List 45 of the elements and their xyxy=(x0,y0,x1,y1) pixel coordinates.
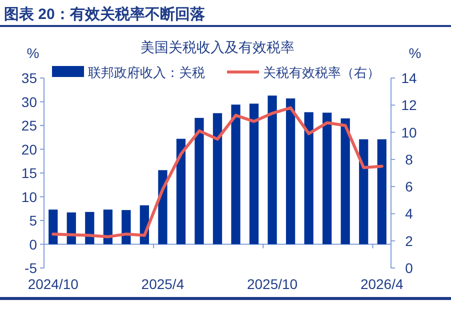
bar xyxy=(66,212,76,244)
y2-tick-label: 14 xyxy=(401,70,417,86)
bar xyxy=(268,96,277,244)
y2-axis-title: % xyxy=(408,45,422,61)
bar xyxy=(377,139,386,244)
bar xyxy=(322,112,332,244)
y-tick-label: 10 xyxy=(21,188,38,205)
bar xyxy=(212,113,222,244)
y2-tick-label: 0 xyxy=(405,260,414,276)
bar xyxy=(176,138,186,244)
bar xyxy=(340,118,350,244)
y-tick-label: 20 xyxy=(21,141,38,158)
bar xyxy=(48,210,58,244)
chart-subtitle: 美国关税收入及有效税率 xyxy=(140,39,294,55)
bar xyxy=(103,210,112,244)
x-tick-label: 2026/4 xyxy=(360,276,404,292)
legend-label: 联邦政府收入：关税 xyxy=(88,65,205,80)
y2-tick-label: 4 xyxy=(405,206,414,222)
x-tick-label: 2025/4 xyxy=(141,276,184,292)
bar xyxy=(231,104,240,244)
bar xyxy=(359,139,368,244)
bar xyxy=(304,112,314,244)
y2-tick-label: 12 xyxy=(401,97,417,114)
y2-tick-label: 6 xyxy=(405,178,414,195)
y2-tick-label: 2 xyxy=(405,232,414,249)
bar xyxy=(249,104,259,244)
chart-title: 图表 20：有效关税率不断回落 xyxy=(4,5,206,23)
line-series xyxy=(52,106,384,238)
y-tick-label: 15 xyxy=(21,165,38,181)
x-tick-label: 2024/10 xyxy=(28,276,79,292)
y-axis-title: % xyxy=(26,45,40,61)
bar xyxy=(122,210,131,244)
y-tick-label: 25 xyxy=(21,118,38,134)
y2-tick-label: 8 xyxy=(405,151,414,168)
bar xyxy=(158,170,168,244)
y-tick-label: 0 xyxy=(29,236,38,252)
legend-label: 关税有效税率（右） xyxy=(263,65,380,80)
y-tick-label: 30 xyxy=(21,94,38,110)
y2-tick-label: 10 xyxy=(401,124,417,140)
y-tick-label: 5 xyxy=(29,212,38,228)
bar xyxy=(286,98,296,244)
x-tick-label: 2025/10 xyxy=(246,276,298,292)
y-tick-label: 35 xyxy=(21,70,38,86)
y-tick-label: -5 xyxy=(24,260,38,276)
bar xyxy=(194,118,204,244)
